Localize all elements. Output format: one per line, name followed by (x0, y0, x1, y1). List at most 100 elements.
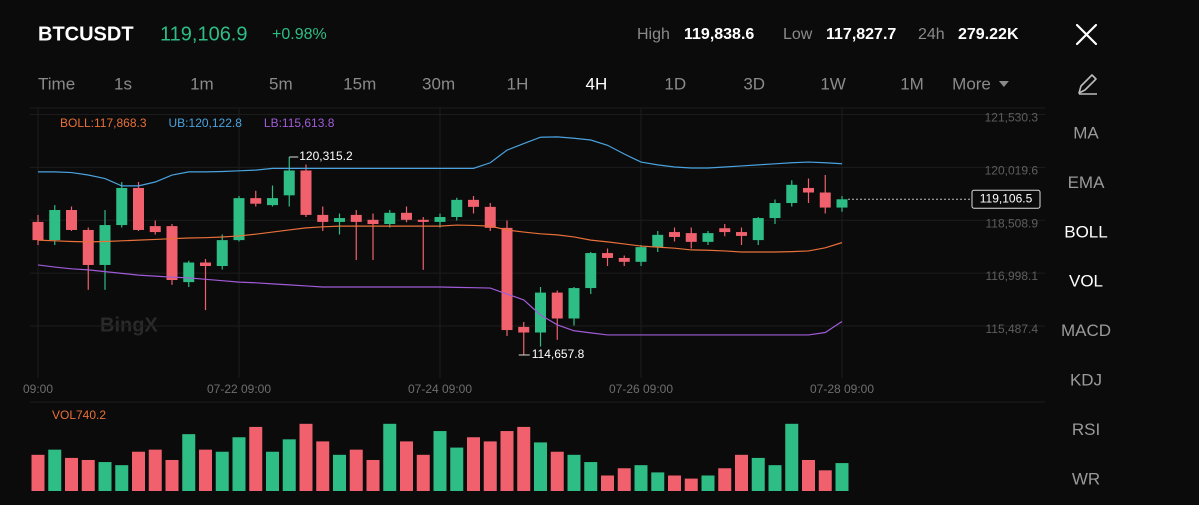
stat-label: 24h (918, 26, 945, 43)
candle-body (367, 219, 379, 225)
timeframe-tab[interactable]: 1s (114, 74, 132, 93)
candle-body (434, 217, 446, 222)
dropdown-caret[interactable] (998, 81, 1009, 87)
volume-bar (249, 426, 263, 491)
boll-line (38, 136, 843, 187)
x-tick-label: 07-22 09:00 (207, 382, 271, 396)
volume-bar (299, 423, 313, 491)
volume-bar (48, 449, 62, 491)
volume-bar (718, 468, 732, 491)
timeframe-tab[interactable]: 1M (900, 74, 924, 93)
close-button[interactable] (1075, 23, 1098, 46)
high-label: 120,315.2 (299, 149, 353, 163)
indicator-tab[interactable]: WR (1072, 469, 1100, 488)
stat-value: 279.22K (958, 26, 1019, 43)
boll-line (37, 224, 843, 253)
candle-body (652, 234, 664, 248)
volume-bar (818, 470, 832, 491)
candle-body (401, 212, 412, 220)
last-price-tag (971, 189, 1041, 209)
indicator-tab[interactable]: RSI (1072, 420, 1100, 439)
candle-body (736, 232, 747, 236)
volume-bar (751, 457, 765, 491)
volume-bar (768, 465, 782, 491)
candle-body (166, 226, 178, 281)
candle-body (300, 170, 312, 215)
volume-bar (617, 468, 631, 491)
candle-body (350, 214, 362, 222)
price-change: +0.98% (272, 26, 327, 43)
volume-bar (534, 442, 547, 491)
volume-bar (433, 431, 447, 491)
candle-body (568, 288, 580, 319)
candle-body (819, 192, 831, 208)
timeframe-tab[interactable]: 4H (586, 74, 608, 93)
candle-body (267, 198, 278, 206)
timeframe-tab[interactable]: 3D (743, 74, 765, 93)
volume-bar (366, 459, 380, 491)
volume-bar (416, 454, 430, 491)
volume-bar (701, 475, 715, 491)
candle-body (669, 232, 680, 237)
draw-tool-button[interactable] (1078, 74, 1097, 95)
last-price: 119,106.9 (160, 23, 248, 45)
candle-body (468, 199, 479, 207)
y-tick-label: 115,487.4 (986, 322, 1039, 336)
candle-body (417, 219, 429, 222)
volume-bar (634, 465, 648, 491)
legend-entry: UB:120,122.8 (169, 116, 243, 130)
y-tick-label: 121,530.3 (985, 111, 1039, 125)
stat-label: Low (783, 26, 813, 43)
timeframe-tab[interactable]: 5m (269, 74, 293, 93)
stat-value: 117,827.7 (826, 26, 896, 43)
volume-bar (785, 423, 799, 491)
timeframe-tab[interactable]: More (952, 74, 991, 93)
candle-body (317, 214, 329, 222)
candle-body (518, 326, 530, 333)
volume-bar (182, 434, 196, 491)
volume-bar (232, 437, 246, 491)
candle-body (484, 206, 496, 228)
volume-bar (215, 451, 229, 491)
timeframe-tab[interactable]: 30m (422, 74, 455, 93)
candle-body (551, 292, 563, 319)
indicator-tab[interactable]: BOLL (1064, 222, 1107, 241)
volume-bar (65, 457, 78, 491)
candle-body (535, 292, 546, 333)
volume-bar (115, 465, 129, 491)
candle-body (384, 212, 396, 225)
timeframe-tab[interactable]: 1H (507, 74, 529, 93)
timeframe-tab[interactable]: 1m (190, 74, 214, 93)
x-tick-label: 09:00 (23, 382, 53, 396)
timeframe-tab[interactable]: 1W (820, 74, 846, 93)
indicator-tab[interactable]: MA (1073, 123, 1099, 142)
indicator-tab[interactable]: EMA (1068, 173, 1106, 192)
x-tick-label: 07-26 09:00 (609, 382, 673, 396)
indicator-tab[interactable]: VOL (1069, 272, 1103, 291)
volume-bar (550, 451, 564, 491)
volume-bar (651, 472, 665, 491)
candle-body (836, 199, 848, 208)
candle-body (501, 227, 513, 331)
candle-body (769, 203, 781, 219)
volume-bar (517, 426, 531, 491)
indicator-tab[interactable]: MACD (1061, 321, 1111, 340)
candle-body (49, 210, 61, 241)
volume-bar (349, 449, 363, 491)
legend-entry: BOLL:117,868.3 (60, 116, 147, 130)
candle-body (233, 198, 245, 241)
volume-bar (601, 475, 614, 491)
timeframe-tab[interactable]: 15m (343, 74, 376, 93)
candle-body (602, 253, 613, 258)
volume-bar (165, 459, 179, 491)
candle-body (149, 226, 161, 233)
volume-bar (266, 451, 279, 491)
timeframe-tab[interactable]: 1D (664, 74, 686, 93)
candle-body (66, 210, 77, 230)
stat-label: High (637, 26, 670, 43)
timeframe-tab[interactable]: Time (38, 74, 75, 93)
candle-body (719, 228, 731, 233)
last-price-label: 119,106.5 (980, 191, 1033, 205)
indicator-tab[interactable]: KDJ (1070, 370, 1102, 389)
